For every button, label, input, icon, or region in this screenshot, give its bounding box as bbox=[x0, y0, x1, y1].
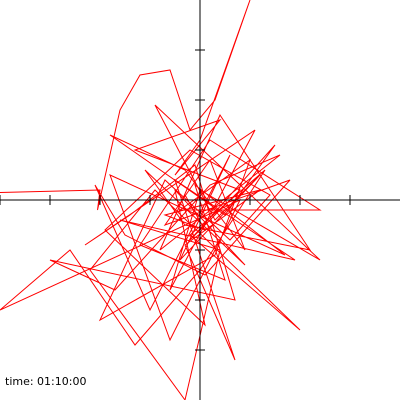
time-label: time: 01:10:00 bbox=[5, 375, 86, 388]
walk-path bbox=[0, 0, 322, 400]
